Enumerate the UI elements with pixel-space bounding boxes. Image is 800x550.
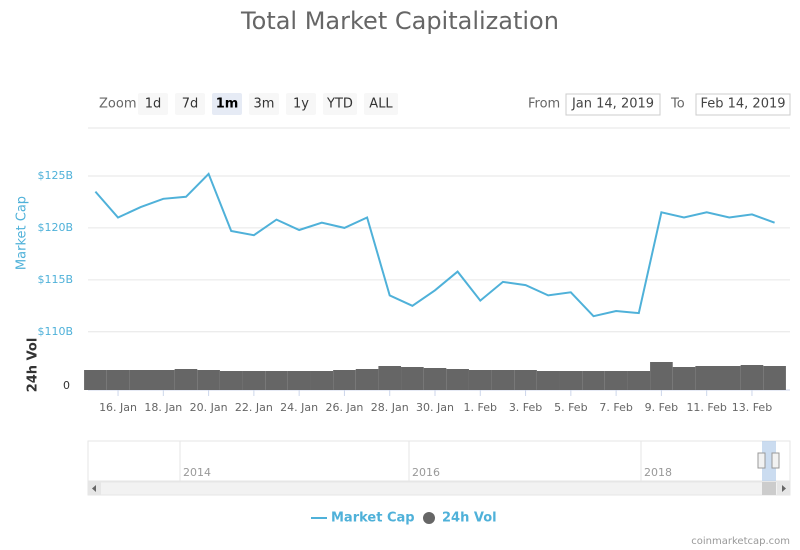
- x-tick-label: 22. Jan: [235, 401, 273, 414]
- from-input[interactable]: [565, 93, 661, 116]
- legend-symbol[interactable]: [423, 512, 435, 524]
- x-tick-label: 7. Feb: [599, 401, 632, 414]
- arrow-left: [92, 485, 96, 492]
- x-tick-label: 18. Jan: [144, 401, 182, 414]
- volume-bar: [582, 371, 605, 390]
- zoom-label: Zoom: [99, 97, 136, 112]
- to-input[interactable]: [695, 93, 791, 116]
- x-tick-label: 11. Feb: [686, 401, 726, 414]
- x-tick-label: 1. Feb: [464, 401, 497, 414]
- zoom-button[interactable]: [286, 93, 316, 115]
- zoom-button-label[interactable]: 3m: [254, 97, 275, 112]
- volume-bar: [152, 370, 175, 390]
- navigator-handle[interactable]: [757, 452, 766, 469]
- market-cap-line: [94, 172, 775, 318]
- y-tick-label: $115B: [37, 273, 73, 286]
- volume-bar: [265, 371, 288, 390]
- zoom-button-label[interactable]: 1d: [145, 97, 162, 112]
- volume-bar: [423, 368, 447, 390]
- volume-bar: [446, 369, 469, 390]
- volume-bar: [514, 370, 537, 390]
- volume-bar: [536, 371, 560, 390]
- volume-bar: [197, 370, 220, 390]
- volume-bar: [604, 371, 628, 390]
- x-tick-label: 20. Jan: [190, 401, 228, 414]
- navigator-handle[interactable]: [771, 452, 780, 469]
- y2-axis-title: 24h Vol: [26, 338, 41, 393]
- y-tick-label: $125B: [37, 169, 73, 182]
- zoom-button-label[interactable]: 7d: [182, 97, 199, 112]
- y-axis-title: Market Cap: [15, 196, 30, 270]
- zoom-button-label[interactable]: YTD: [326, 97, 353, 112]
- volume-bar: [287, 371, 311, 390]
- arrow-right: [782, 485, 786, 492]
- credit[interactable]: coinmarketcap.com: [691, 536, 790, 547]
- from-label: From: [528, 97, 560, 112]
- scrollbar[interactable]: [87, 481, 791, 496]
- x-tick-label: 3. Feb: [509, 401, 542, 414]
- volume-bar: [355, 369, 379, 390]
- x-tick-label: 28. Jan: [371, 401, 409, 414]
- zoom-button-label[interactable]: 1m: [216, 97, 239, 112]
- volume-bar: [401, 367, 424, 390]
- navigator-label: 2016: [412, 466, 440, 479]
- navigator-label: 2014: [183, 466, 211, 479]
- volume-bar: [650, 362, 673, 390]
- x-tick-label: 13. Feb: [732, 401, 772, 414]
- to-label: To: [670, 97, 685, 112]
- zoom-button[interactable]: [364, 93, 398, 115]
- x-tick-label: 24. Jan: [280, 401, 318, 414]
- y-tick-label: $110B: [37, 325, 73, 338]
- to-value[interactable]: Feb 14, 2019: [700, 97, 785, 112]
- volume-bar: [740, 365, 764, 390]
- volume-bar: [333, 370, 356, 390]
- zoom-button[interactable]: [212, 93, 242, 115]
- x-tick-label: 26. Jan: [325, 401, 363, 414]
- volume-bar: [718, 366, 741, 390]
- y-tick-label: $120B: [37, 221, 73, 234]
- scroll-thumb[interactable]: [762, 482, 776, 495]
- volume-bar: [378, 366, 402, 390]
- from-value[interactable]: Jan 14, 2019: [571, 97, 654, 112]
- y2-tick-label: 0: [63, 379, 70, 392]
- volume-bar: [468, 370, 492, 390]
- volume-bar: [174, 369, 198, 390]
- volume-bar: [129, 370, 152, 390]
- volume-bar: [627, 371, 651, 390]
- volume-bar: [310, 371, 334, 390]
- volume-bar: [695, 366, 718, 390]
- legend-label[interactable]: 24h Vol: [442, 511, 497, 526]
- zoom-button[interactable]: [249, 93, 279, 115]
- volume-bar: [84, 370, 107, 390]
- volume-bar: [219, 371, 243, 390]
- volume-bar: [672, 367, 696, 390]
- x-tick-label: 16. Jan: [99, 401, 137, 414]
- x-tick-label: 30. Jan: [416, 401, 454, 414]
- navigator[interactable]: [87, 440, 791, 482]
- volume-bar: [559, 371, 583, 390]
- x-tick-label: 9. Feb: [645, 401, 678, 414]
- zoom-button[interactable]: [175, 93, 205, 115]
- zoom-button[interactable]: [323, 93, 357, 115]
- navigator-label: 2018: [644, 466, 672, 479]
- navigator-selection[interactable]: [762, 441, 776, 481]
- legend-label[interactable]: Market Cap: [331, 511, 415, 526]
- x-tick-label: 5. Feb: [554, 401, 587, 414]
- volume-bar: [242, 371, 266, 390]
- chart-title: Total Market Capitalization: [240, 7, 559, 35]
- volume-bar: [491, 370, 515, 390]
- volume-bar: [763, 366, 786, 390]
- volume-bar: [106, 370, 130, 390]
- zoom-button-label[interactable]: 1y: [293, 97, 309, 112]
- zoom-button-label[interactable]: ALL: [369, 97, 393, 112]
- zoom-button[interactable]: [138, 93, 168, 115]
